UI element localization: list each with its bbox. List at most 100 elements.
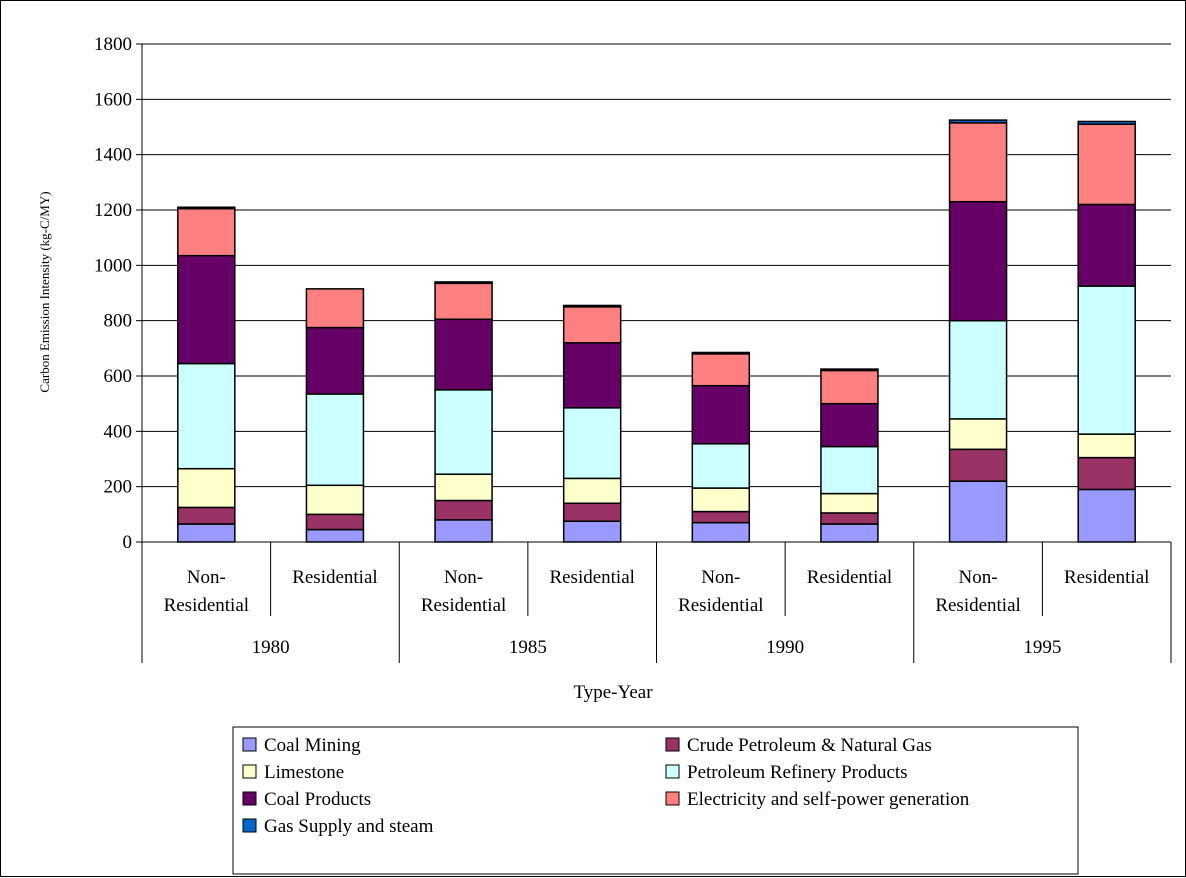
bar-segment (948, 319, 1008, 420)
bar-segment (177, 206, 236, 210)
legend-item: Coal Mining (242, 735, 361, 756)
bar-stack (305, 288, 365, 543)
bar-segment (562, 477, 622, 505)
bar-segment (177, 506, 236, 525)
legend-label: Electricity and self-power generation (687, 789, 970, 810)
bar-segment (1077, 120, 1136, 125)
legend-item: Electricity and self-power generation (665, 789, 970, 810)
bar-segment (1077, 433, 1136, 459)
bar-segment (691, 353, 751, 387)
y-axis: 0 200 400 600 800 1000 1200 1400 1600 1800 (94, 34, 143, 553)
bar-segment (948, 418, 1008, 451)
legend-item: Gas Supply and steam (242, 816, 434, 837)
y-tick-label: 1000 (94, 255, 132, 276)
x-category-label: Non- (444, 567, 483, 588)
bar-stack (177, 206, 236, 543)
bar-segment (820, 523, 879, 543)
legend-swatch (242, 764, 257, 779)
bar-stack (948, 119, 1008, 543)
x-axis: Non- Residential Residential Non- Residentia… (141, 541, 1172, 663)
bar-segment (562, 304, 622, 308)
bar-segment (177, 207, 236, 257)
bar-segment (1077, 285, 1136, 435)
bar-segment (691, 351, 751, 355)
x-category-label: Non- (701, 567, 740, 588)
x-axis-label: Type-Year (573, 682, 653, 703)
legend-item: Crude Petroleum & Natural Gas (665, 735, 932, 756)
y-tick-label: 800 (104, 311, 133, 332)
bar-segment (948, 448, 1008, 482)
legend-label: Coal Products (264, 789, 371, 810)
legend-swatch (665, 791, 680, 806)
bar-segment (820, 402, 879, 448)
bar-segment (1077, 123, 1136, 206)
bar-stack (562, 304, 622, 543)
x-category-label: Residential (164, 595, 249, 616)
bar-segment (562, 342, 622, 409)
x-year-label: 1995 (1023, 637, 1061, 658)
legend: Coal Mining Crude Petroleum & Natural Gas… (232, 726, 1079, 875)
y-tick-label: 1800 (94, 34, 132, 55)
gridlines (142, 43, 1171, 488)
y-tick-label: 1600 (94, 89, 132, 110)
bar-segment (820, 445, 879, 495)
legend-label: Crude Petroleum & Natural Gas (687, 735, 932, 756)
bar-segment (305, 513, 365, 531)
x-category-label: Residential (807, 567, 892, 588)
bar-segment (820, 368, 879, 372)
bar-stack (820, 368, 879, 543)
y-tick-label: 600 (104, 366, 133, 387)
bar-segment (562, 520, 622, 543)
bar-segment (434, 318, 493, 391)
bar-segment (948, 480, 1008, 543)
bar-segment (691, 521, 751, 543)
bar-segment (305, 393, 365, 487)
legend-swatch (242, 737, 257, 752)
bar-segment (434, 499, 493, 521)
legend-swatch (665, 737, 680, 752)
bar-segment (305, 288, 365, 329)
bar-segment (562, 407, 622, 480)
legend-label: Limestone (264, 762, 344, 783)
bar-segment (177, 362, 236, 470)
x-category-label: Residential (678, 595, 763, 616)
bar-segment (948, 122, 1008, 203)
x-category-label: Non- (959, 567, 998, 588)
y-tick-label: 200 (104, 477, 133, 498)
y-axis-label: Carbon Emission Intensity (kg-C/MY) (37, 191, 52, 392)
x-year-label: 1990 (766, 637, 804, 658)
bar-segment (691, 510, 751, 524)
legend-swatch (242, 791, 257, 806)
legend-label: Coal Mining (264, 735, 361, 756)
bar-segment (177, 467, 236, 509)
bar-segment (434, 389, 493, 475)
legend-item: Petroleum Refinery Products (665, 762, 908, 783)
bar-segment (434, 519, 493, 543)
bar-stack (434, 281, 493, 543)
bar-segment (948, 119, 1008, 124)
y-tick-label: 0 (123, 532, 133, 553)
bar-segment (1077, 456, 1136, 491)
bar-segment (305, 528, 365, 543)
legend-label: Gas Supply and steam (264, 816, 434, 837)
legend-swatch (665, 764, 680, 779)
x-year-label: 1985 (509, 637, 547, 658)
bar-segment (434, 473, 493, 502)
y-tick-label: 400 (104, 421, 133, 442)
bar-segment (1077, 488, 1136, 543)
bar-segment (691, 384, 751, 445)
bar-segment (177, 254, 236, 365)
legend-item: Coal Products (242, 789, 371, 810)
x-category-label: Residential (292, 567, 377, 588)
legend-item: Limestone (242, 762, 344, 783)
bar-segment (562, 502, 622, 522)
bar-segment (434, 282, 493, 321)
bar-segment (562, 306, 622, 344)
bar-segment (305, 326, 365, 395)
legend-label: Petroleum Refinery Products (687, 762, 908, 783)
bar-segment (820, 369, 879, 405)
bar-stack (691, 351, 751, 543)
bar-segment (1077, 203, 1136, 287)
bar-segment (177, 523, 236, 543)
